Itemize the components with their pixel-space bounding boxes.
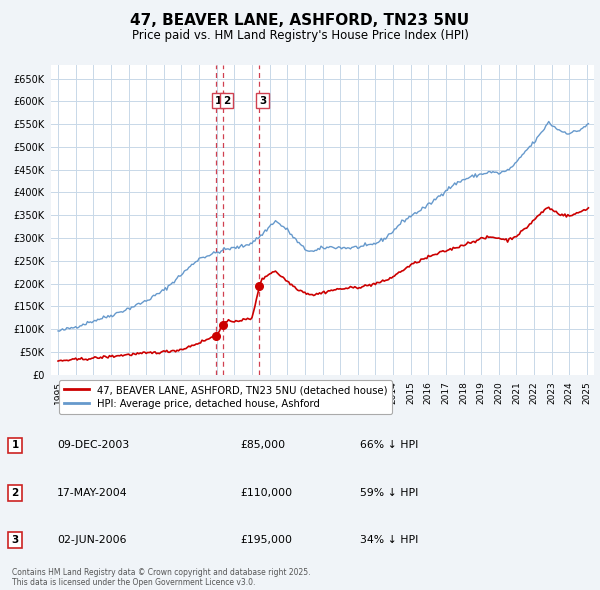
Text: 2: 2 (223, 96, 230, 106)
Text: £85,000: £85,000 (240, 441, 285, 450)
Text: 17-MAY-2004: 17-MAY-2004 (57, 488, 128, 497)
Text: 2: 2 (11, 488, 19, 497)
Text: £110,000: £110,000 (240, 488, 292, 497)
Text: 1: 1 (215, 96, 223, 106)
Text: Price paid vs. HM Land Registry's House Price Index (HPI): Price paid vs. HM Land Registry's House … (131, 29, 469, 42)
Text: 34% ↓ HPI: 34% ↓ HPI (360, 535, 418, 545)
Text: 1: 1 (11, 441, 19, 450)
Legend: 47, BEAVER LANE, ASHFORD, TN23 5NU (detached house), HPI: Average price, detache: 47, BEAVER LANE, ASHFORD, TN23 5NU (deta… (59, 380, 392, 414)
Text: 66% ↓ HPI: 66% ↓ HPI (360, 441, 418, 450)
Text: 59% ↓ HPI: 59% ↓ HPI (360, 488, 418, 497)
Text: 3: 3 (11, 535, 19, 545)
Text: 02-JUN-2006: 02-JUN-2006 (57, 535, 127, 545)
Text: 09-DEC-2003: 09-DEC-2003 (57, 441, 129, 450)
Text: Contains HM Land Registry data © Crown copyright and database right 2025.
This d: Contains HM Land Registry data © Crown c… (12, 568, 311, 587)
Text: £195,000: £195,000 (240, 535, 292, 545)
Text: 47, BEAVER LANE, ASHFORD, TN23 5NU: 47, BEAVER LANE, ASHFORD, TN23 5NU (130, 13, 470, 28)
Text: 3: 3 (259, 96, 266, 106)
